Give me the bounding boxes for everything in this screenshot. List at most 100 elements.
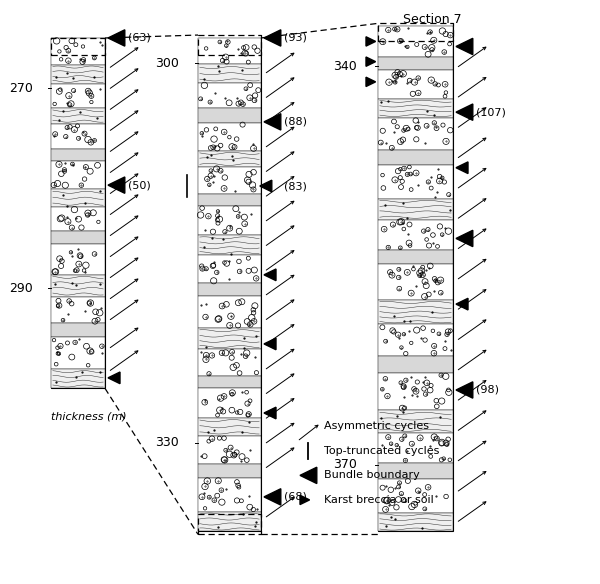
Polygon shape <box>366 37 376 46</box>
Polygon shape <box>456 39 473 55</box>
Bar <box>198 478 261 512</box>
Bar <box>51 297 105 324</box>
Polygon shape <box>108 177 125 193</box>
Bar <box>378 250 453 264</box>
Bar <box>198 83 261 108</box>
Text: (50): (50) <box>128 180 151 190</box>
Text: 340: 340 <box>333 60 357 72</box>
Bar <box>51 324 105 338</box>
Bar <box>198 296 261 328</box>
Bar <box>378 118 453 150</box>
Polygon shape <box>456 162 468 173</box>
Bar <box>198 328 261 349</box>
Bar <box>378 300 453 324</box>
Text: (93): (93) <box>284 33 307 43</box>
Polygon shape <box>264 489 281 505</box>
Text: (107): (107) <box>476 107 506 117</box>
Bar <box>378 513 453 531</box>
Bar <box>51 38 105 65</box>
Bar <box>378 264 453 300</box>
Polygon shape <box>264 30 281 46</box>
Bar <box>198 151 261 167</box>
Bar <box>378 433 453 463</box>
Bar <box>378 220 453 250</box>
Bar <box>198 123 261 151</box>
Bar <box>51 38 105 388</box>
Text: (68): (68) <box>284 492 307 502</box>
Polygon shape <box>264 407 276 419</box>
Polygon shape <box>456 104 473 120</box>
Polygon shape <box>366 77 376 86</box>
Text: 330: 330 <box>155 436 179 449</box>
Bar <box>378 150 453 165</box>
Bar <box>198 235 261 255</box>
Bar <box>51 231 105 244</box>
Bar <box>51 108 105 124</box>
Bar <box>51 84 105 108</box>
Bar <box>378 199 453 220</box>
Text: thickness (m): thickness (m) <box>51 412 127 422</box>
Text: Section 7: Section 7 <box>403 13 461 26</box>
Bar <box>198 194 261 206</box>
Text: Karst breccia or soil: Karst breccia or soil <box>324 495 434 505</box>
Polygon shape <box>300 467 317 484</box>
Text: 370: 370 <box>333 458 357 471</box>
Polygon shape <box>456 230 473 246</box>
Text: Bundle boundary: Bundle boundary <box>324 470 420 481</box>
Bar <box>378 478 453 513</box>
Bar <box>378 57 453 70</box>
Bar <box>378 70 453 99</box>
Text: 290: 290 <box>9 281 33 295</box>
Text: (63): (63) <box>128 33 151 43</box>
Text: (83): (83) <box>284 181 307 191</box>
Polygon shape <box>260 180 272 192</box>
Text: Asymmetric cycles: Asymmetric cycles <box>324 421 429 432</box>
Bar <box>378 99 453 118</box>
Bar <box>198 108 261 123</box>
Bar <box>378 463 453 478</box>
Polygon shape <box>456 382 473 398</box>
Bar <box>198 376 261 388</box>
Bar <box>198 64 261 83</box>
Bar <box>51 189 105 207</box>
Bar <box>51 161 105 189</box>
Bar <box>378 26 453 57</box>
Bar <box>198 464 261 478</box>
Bar <box>198 38 261 531</box>
Bar <box>51 207 105 231</box>
Bar <box>378 324 453 356</box>
Text: 300: 300 <box>155 57 179 69</box>
Bar <box>198 436 261 464</box>
Text: 270: 270 <box>9 82 33 95</box>
Bar <box>51 244 105 274</box>
Bar <box>51 65 105 84</box>
Bar <box>198 388 261 418</box>
Bar <box>51 150 105 161</box>
Text: (88): (88) <box>284 117 307 127</box>
Bar <box>378 411 453 433</box>
Bar <box>198 255 261 283</box>
Polygon shape <box>108 30 125 46</box>
Bar <box>378 165 453 199</box>
Bar <box>378 356 453 373</box>
Text: Top-truncated cycles: Top-truncated cycles <box>324 446 439 456</box>
Bar <box>51 274 105 297</box>
Bar <box>51 124 105 150</box>
Bar <box>198 512 261 531</box>
Bar <box>198 206 261 235</box>
Polygon shape <box>456 298 468 310</box>
Bar <box>378 373 453 411</box>
Polygon shape <box>300 495 310 505</box>
Polygon shape <box>264 269 276 281</box>
Bar <box>51 369 105 388</box>
Bar <box>378 26 453 531</box>
Bar <box>198 418 261 436</box>
Polygon shape <box>264 338 276 350</box>
Polygon shape <box>264 114 281 130</box>
Bar <box>198 38 261 64</box>
Bar <box>198 349 261 376</box>
Polygon shape <box>108 372 120 384</box>
Bar <box>51 338 105 369</box>
Bar <box>198 167 261 194</box>
Bar <box>198 283 261 296</box>
